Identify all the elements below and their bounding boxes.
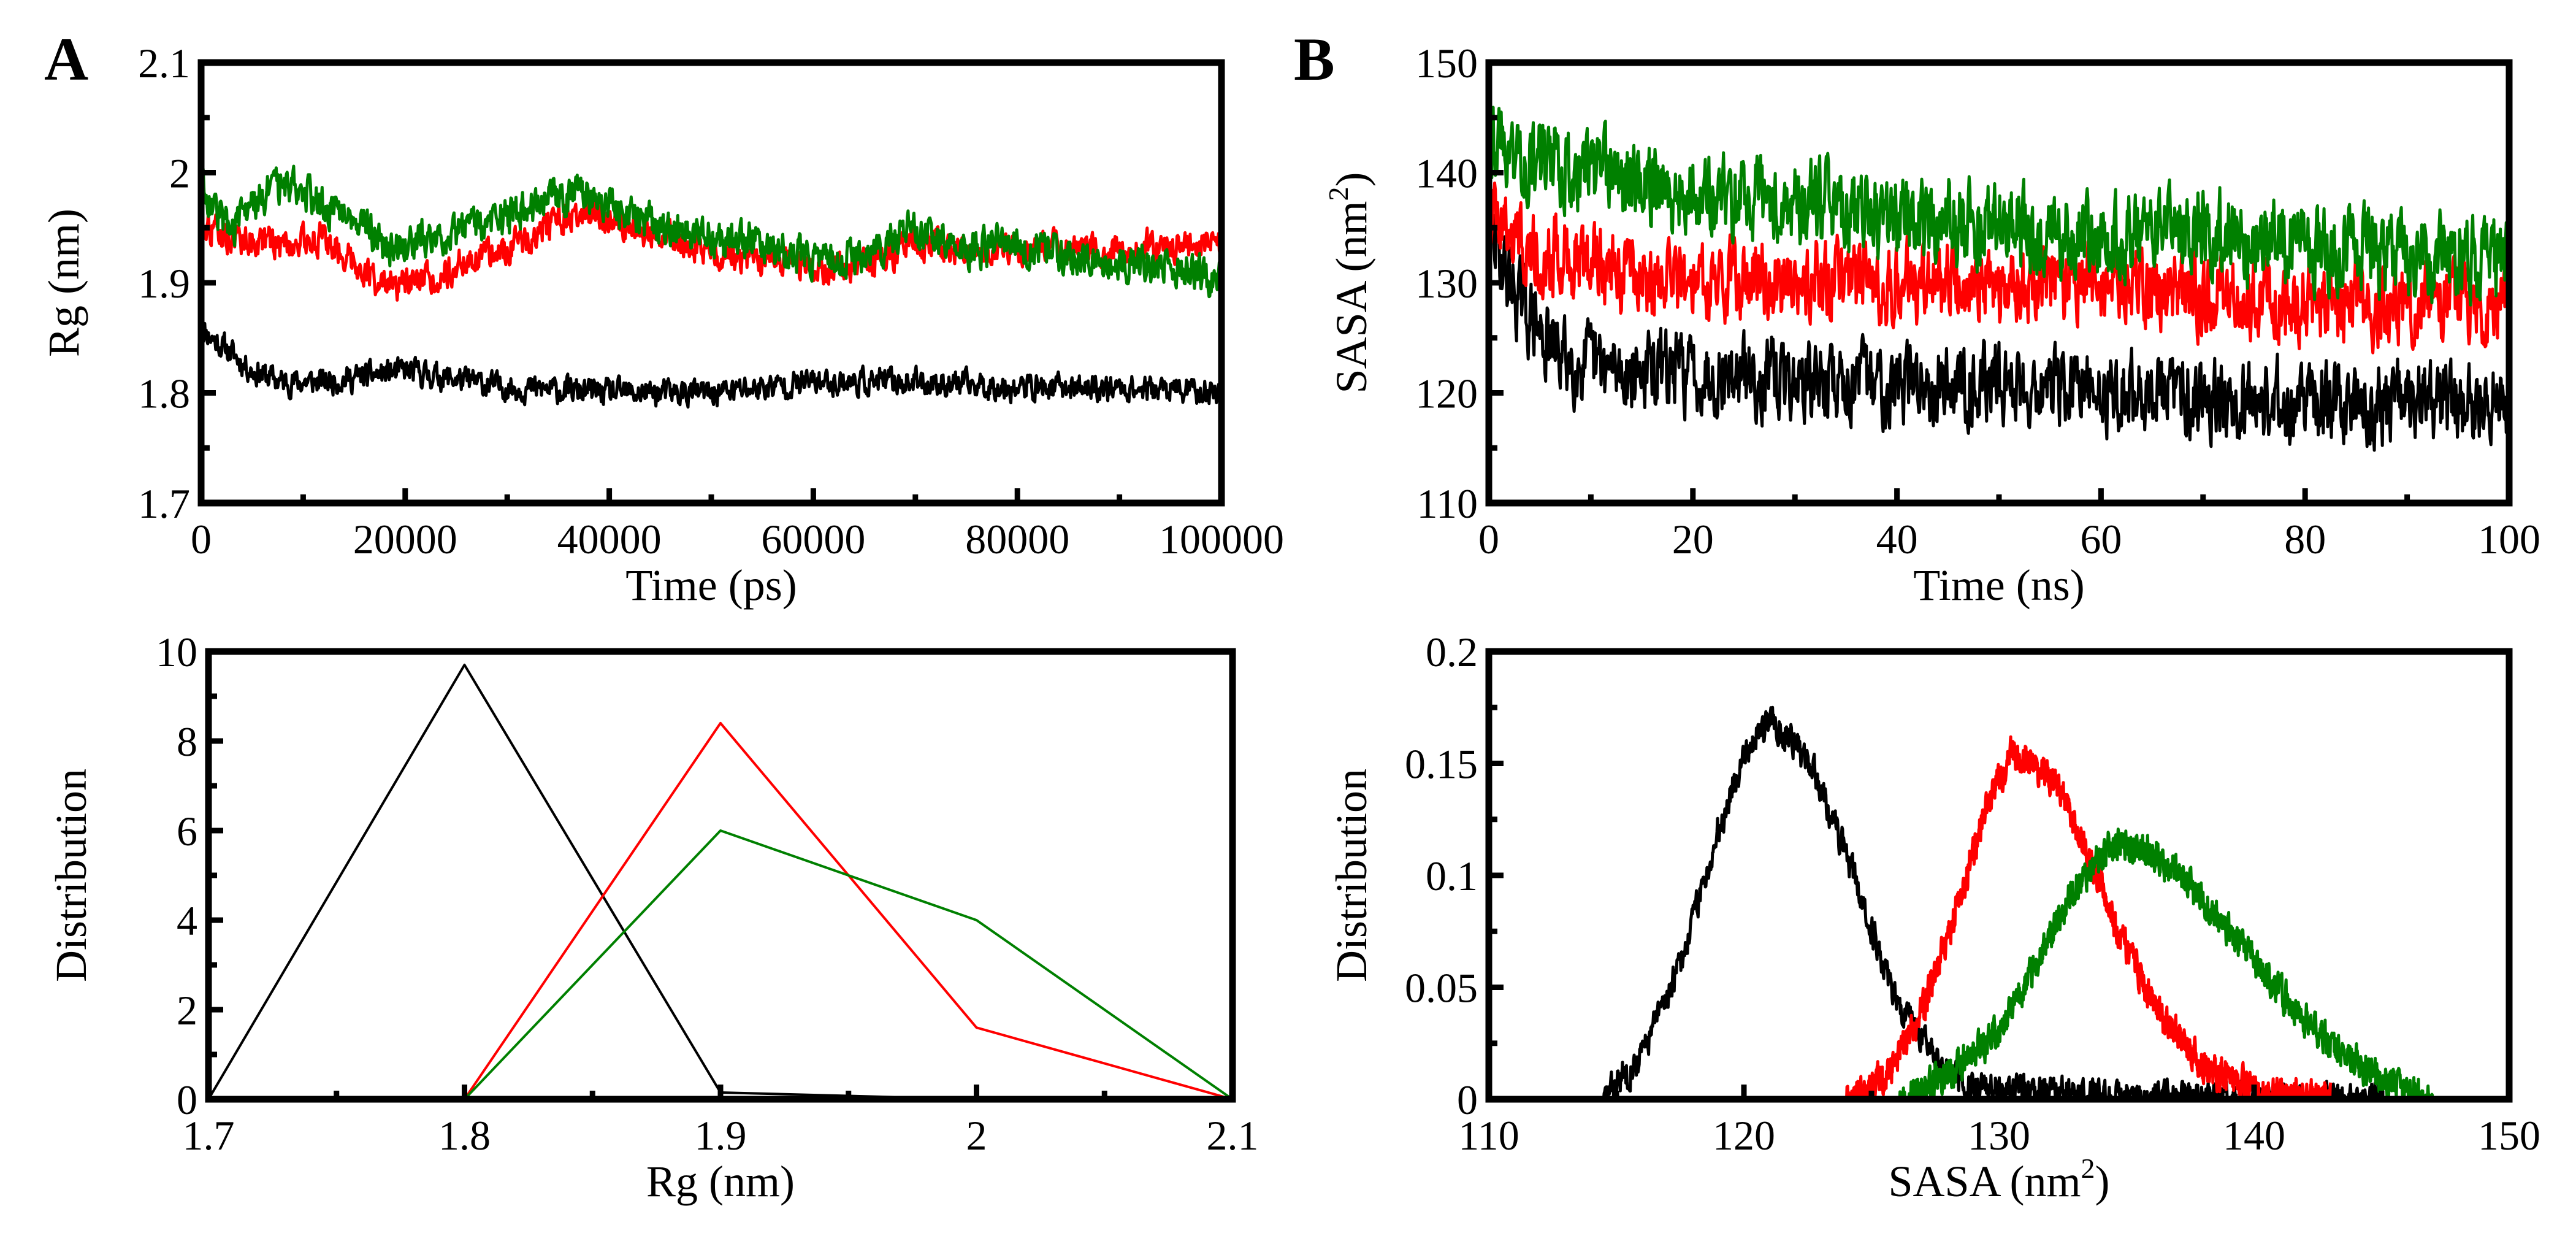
sasa_time-ylabel: SASA (nm2) (1323, 172, 1376, 393)
rg_time-ytick-label: 1.9 (138, 260, 190, 307)
rg_time-ytick-label: 1.7 (138, 480, 190, 527)
rg_dist-xtick-label: 1.7 (183, 1112, 235, 1159)
sasa_time-series-green (1487, 106, 2511, 307)
rg_time-frame (197, 59, 1225, 507)
rg-distribution-plot: 1.7 1.8 1.9 2 2.1 0 2 4 6 8 10 Rg (nm) Distribution (47, 629, 1259, 1206)
rg_dist-ytick-label: 4 (177, 897, 197, 944)
panel-label-b: B (1294, 25, 1335, 93)
sasa_time-ytick-label: 130 (1415, 260, 1478, 307)
sasa_dist-xtick-label: 120 (1713, 1112, 1775, 1159)
rg_time-ytick-label: 1.8 (138, 371, 190, 417)
sasa_dist-xtick-label: 150 (2478, 1112, 2540, 1159)
sasa_time-xtick-label: 20 (1672, 516, 1714, 563)
rg_dist-xtick-label: 2.1 (1207, 1112, 1259, 1159)
rg_time-xtick-label: 60000 (761, 516, 865, 563)
sasa_time-ytick-label: 120 (1415, 371, 1478, 417)
rg_dist-ytick-label: 8 (177, 718, 197, 765)
rg_dist-ytick-label: 0 (177, 1077, 197, 1123)
rg_dist-ytick-label: 6 (177, 808, 197, 855)
sasa_time-xtick-label: 60 (2080, 516, 2122, 563)
sasa_dist-ytick-label: 0.15 (1405, 741, 1478, 788)
rg_dist-series-green (464, 829, 1234, 1100)
sasa_dist-ytick-label: 0.2 (1426, 629, 1478, 675)
sasa_dist-xtick-label: 130 (1968, 1112, 2030, 1159)
rg_dist-xtick-label: 1.8 (438, 1112, 491, 1159)
panel-label-a: A (44, 25, 88, 93)
sasa_dist-xtick-label: 110 (1458, 1112, 1519, 1159)
rg_time-xlabel: Time (ps) (625, 561, 797, 610)
sasa_time-xlabel: Time (ns) (1913, 561, 2084, 610)
sasa_time-xtick-label: 40 (1876, 516, 1918, 563)
rg_dist-ylabel: Distribution (47, 769, 96, 982)
rg_dist-xlabel: Rg (nm) (646, 1157, 795, 1206)
sasa_dist-series-red (1844, 735, 2333, 1101)
sasa_time-series-black (1487, 205, 2511, 452)
rg_time-xtick-label: 0 (191, 516, 212, 563)
rg_time-xtick-label: 20000 (353, 516, 457, 563)
rg_time-ylabel: Rg (nm) (39, 209, 88, 357)
sasa_dist-series-green (1895, 828, 2434, 1101)
sasa_dist-ytick-label: 0.05 (1405, 965, 1478, 1012)
sasa_dist-ytick-label: 0 (1457, 1077, 1478, 1123)
sasa_dist-xtick-label: 140 (2223, 1112, 2285, 1159)
rg_dist-xtick-label: 2 (966, 1112, 987, 1159)
rg_time-ytick-label: 2 (169, 150, 190, 197)
sasa-time-plot: 0 20 40 60 80 100 110 120 130 140 150 Time (ns) SASA… (1323, 40, 2540, 610)
rg_time-ytick-label: 2.1 (138, 40, 190, 86)
sasa-distribution-plot: 110 120 130 140 150 0 0.05 0.1 0.15 0.2 SASA (nm2)… (1327, 629, 2540, 1206)
rg_time-xtick-label: 40000 (557, 516, 662, 563)
rg_dist-ytick-label: 10 (156, 629, 197, 675)
sasa_time-ytick-label: 150 (1415, 40, 1478, 86)
rg_dist-series-red (463, 721, 1233, 1100)
rg_dist-frame (205, 648, 1236, 1103)
rg_dist-ytick-label: 2 (177, 987, 197, 1034)
sasa_time-ytick-label: 140 (1415, 150, 1478, 197)
sasa_dist-ytick-label: 0.1 (1426, 853, 1478, 899)
rg_time-series-green (199, 163, 1223, 299)
rg_dist-series-black (207, 663, 1233, 1100)
sasa_time-xtick-label: 100 (2478, 516, 2540, 563)
rg_time-series-black (199, 321, 1223, 409)
sasa_dist-ylabel: Distribution (1327, 769, 1376, 982)
sasa_time-ytick-label: 110 (1417, 480, 1478, 527)
rg-time-plot: 0 20000 40000 60000 80000 100000 1.7 1.8 1.9 2 2.1… (39, 40, 1284, 610)
rg_time-xtick-label: 100000 (1159, 516, 1284, 563)
rg_time-xtick-label: 80000 (965, 516, 1069, 563)
sasa_time-xtick-label: 80 (2284, 516, 2326, 563)
rg_dist-xtick-label: 1.9 (695, 1112, 747, 1159)
sasa_dist-xlabel: SASA (nm2) (1888, 1153, 2109, 1206)
sasa_time-xtick-label: 0 (1478, 516, 1499, 563)
